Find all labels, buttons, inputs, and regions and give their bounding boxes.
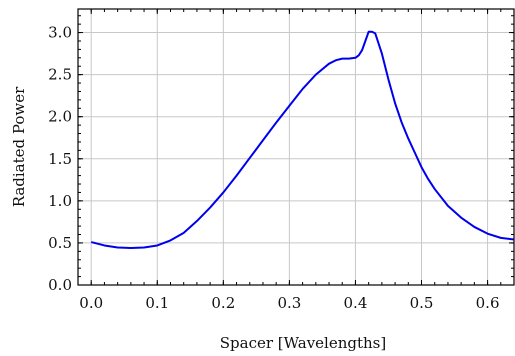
y-tick-labels: 0.0 0.5 1.0 1.5 2.0 2.5 3.0 [48, 24, 72, 294]
y-tick-label: 2.0 [48, 108, 72, 126]
y-axis-label: Radiated Power [10, 86, 28, 207]
y-tick-label: 1.5 [48, 150, 72, 168]
x-tick-labels: 0.0 0.1 0.2 0.3 0.4 0.5 0.6 [79, 294, 499, 312]
x-axis-label: Spacer [Wavelengths] [220, 334, 386, 352]
plot-frame [77, 8, 515, 286]
y-tick-label: 2.5 [48, 66, 72, 84]
x-tick-label: 0.0 [79, 294, 103, 312]
x-tick-label: 0.4 [344, 294, 368, 312]
y-tick-label: 0.0 [48, 276, 72, 294]
x-tick-label: 0.6 [476, 294, 500, 312]
x-tick-label: 0.1 [145, 294, 169, 312]
series-line-0 [90, 30, 514, 249]
x-tick-label: 0.2 [211, 294, 235, 312]
y-tick-label: 1.0 [48, 192, 72, 210]
x-tick-label: 0.5 [410, 294, 434, 312]
axis-ticks [78, 9, 515, 286]
grid [78, 9, 514, 286]
x-tick-label: 0.3 [277, 294, 301, 312]
series-layer [90, 30, 514, 249]
y-tick-label: 3.0 [48, 24, 72, 42]
y-tick-label: 0.5 [48, 234, 72, 252]
